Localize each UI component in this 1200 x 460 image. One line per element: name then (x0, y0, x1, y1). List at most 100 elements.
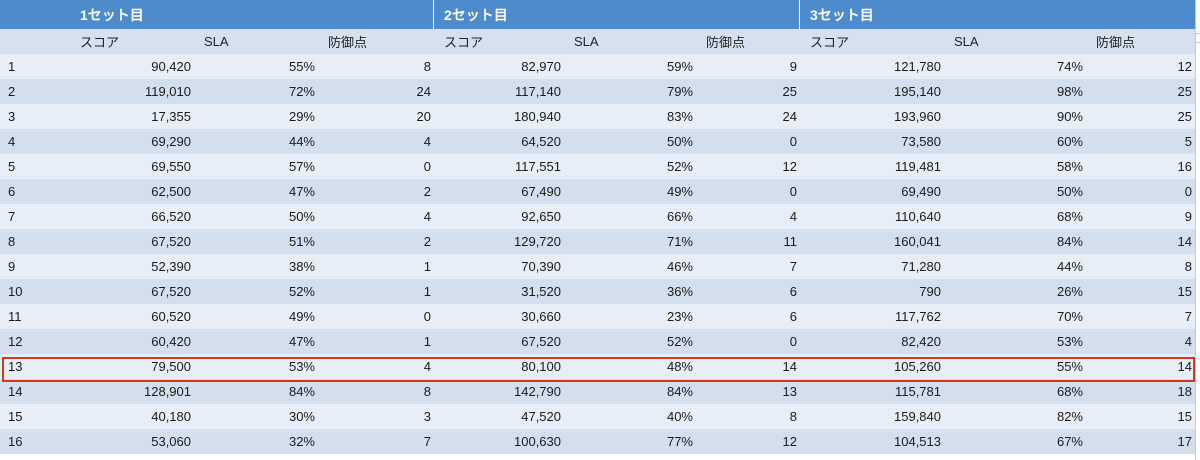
set-1-score-cell: 60,520 (151, 309, 191, 324)
set-3-sla-cell: 84% (1056, 234, 1083, 249)
set-1-defense-cell: 3 (423, 409, 431, 424)
set-3-sla-header: SLA (954, 34, 979, 49)
set-3-score-cell: 121,780 (894, 59, 941, 74)
set-3-sla-cell: 68% (1056, 209, 1083, 224)
row-index: 9 (8, 259, 16, 274)
set-3-defense-cell: 15 (1177, 284, 1192, 299)
set-2-sla-cell: 49% (666, 184, 693, 199)
row-index: 1 (8, 59, 16, 74)
set-1-defense-cell: 24 (416, 84, 431, 99)
set-3-sla-cell: 60% (1056, 134, 1083, 149)
row-index: 4 (8, 134, 16, 149)
set-1-sla-cell: 44% (288, 134, 315, 149)
row-index: 16 (8, 434, 23, 449)
set-3-defense-cell: 14 (1177, 234, 1192, 249)
table-row: 14 128,901 84% 8 142,790 84% 13 115,781 68% 18 (0, 379, 1195, 404)
set-2-defense-cell: 0 (789, 184, 797, 199)
set-2-sla-cell: 36% (666, 284, 693, 299)
set-2-defense-header: 防御点 (706, 35, 746, 50)
set-1-score-cell: 52,390 (151, 259, 191, 274)
table-row: 10 67,520 52% 1 31,520 36% 6 790 26% 15 (0, 279, 1195, 304)
set-2-score-cell: 117,551 (514, 159, 561, 174)
set-2-score-cell: 64,520 (521, 134, 561, 149)
set-2-defense-cell: 13 (782, 384, 797, 399)
set-3-score-cell: 790 (919, 284, 941, 299)
set-1-sla-cell: 47% (288, 184, 315, 199)
set-3-score-cell: 110,640 (894, 209, 941, 224)
set-3-defense-cell: 14 (1177, 359, 1192, 374)
set-2-sla-header: SLA (574, 34, 599, 49)
table-row: 16 53,060 32% 7 100,630 77% 12 104,513 67% 17 (0, 429, 1195, 454)
set-2-defense-cell: 6 (789, 309, 797, 324)
corner-cell (0, 0, 70, 29)
set-2-sla-cell: 71% (666, 234, 693, 249)
set-1-sla-header: SLA (204, 34, 229, 49)
set-3-score-cell: 69,490 (901, 184, 941, 199)
set-1-defense-cell: 1 (423, 334, 431, 349)
set-2-defense-cell: 0 (789, 134, 797, 149)
set-3-defense-cell: 0 (1184, 184, 1192, 199)
set-3-defense-cell: 25 (1177, 84, 1192, 99)
set-2-defense-cell: 4 (789, 209, 797, 224)
set-2-score-cell: 117,140 (514, 84, 561, 99)
set-1-sla-cell: 53% (288, 359, 315, 374)
set-2-defense-cell: 12 (782, 434, 797, 449)
set-1-sla-cell: 30% (288, 409, 315, 424)
set-3-defense-cell: 25 (1177, 109, 1192, 124)
set-3-sla-cell: 98% (1056, 84, 1083, 99)
set-3-score-cell: 195,140 (894, 84, 941, 99)
set-2-sla-cell: 83% (666, 109, 693, 124)
set-1-score-cell: 62,500 (151, 184, 191, 199)
set-3-sla-cell: 82% (1056, 409, 1083, 424)
set-3-score-cell: 115,781 (894, 384, 941, 399)
set-1-defense-header: 防御点 (328, 35, 368, 50)
set-2-score-cell: 67,520 (521, 334, 561, 349)
set-3-sla-cell: 58% (1056, 159, 1083, 174)
table-row: 6 62,500 47% 2 67,490 49% 0 69,490 50% 0 (0, 179, 1195, 204)
set-3-score-header: スコア (810, 35, 850, 50)
set-2-score-cell: 142,790 (514, 384, 561, 399)
set-header-row: 1セット目 2セット目 3セット目 (0, 0, 1195, 29)
set-3-sla-cell: 74% (1056, 59, 1083, 74)
set-1-defense-cell: 8 (423, 384, 431, 399)
set-3-defense-cell: 12 (1177, 59, 1192, 74)
set-1-defense-cell: 0 (423, 309, 431, 324)
set-2-sla-cell: 52% (666, 159, 693, 174)
set-3-sla-cell: 50% (1056, 184, 1083, 199)
set-2-score-cell: 47,520 (521, 409, 561, 424)
set-3-defense-cell: 4 (1184, 334, 1192, 349)
set-3-score-cell: 193,960 (894, 109, 941, 124)
set-1-defense-cell: 2 (423, 184, 431, 199)
set-2-sla-cell: 52% (666, 334, 693, 349)
set-3-score-cell: 71,280 (901, 259, 941, 274)
set-2-sla-cell: 59% (666, 59, 693, 74)
set-1-sla-cell: 84% (288, 384, 315, 399)
set-2-sla-cell: 40% (666, 409, 693, 424)
set-2-score-header: スコア (444, 35, 484, 50)
set-2-score-cell: 180,940 (514, 109, 561, 124)
set-3-defense-cell: 7 (1184, 309, 1192, 324)
set-2-defense-cell: 12 (782, 159, 797, 174)
table-row: 2 119,010 72% 24 117,140 79% 25 195,140 98% 25 (0, 79, 1195, 104)
row-index: 15 (8, 409, 23, 424)
set-3-defense-cell: 8 (1184, 259, 1192, 274)
set-3-header: 3セット目 (810, 6, 874, 23)
set-3-score-cell: 119,481 (894, 159, 941, 174)
set-2-defense-cell: 11 (783, 234, 798, 249)
set-3-sla-cell: 68% (1056, 384, 1083, 399)
set-1-defense-cell: 4 (423, 134, 431, 149)
window-edge (1195, 0, 1196, 460)
set-1-score-cell: 17,355 (151, 109, 191, 124)
table-row: 1 90,420 55% 8 82,970 59% 9 121,780 74% 12 (0, 54, 1195, 79)
set-2-sla-cell: 48% (666, 359, 693, 374)
window-edge-handle (1195, 33, 1200, 43)
set-1-defense-cell: 1 (423, 284, 431, 299)
set-3-sla-cell: 55% (1056, 359, 1083, 374)
set-1-sla-cell: 47% (288, 334, 315, 349)
table-row: 7 66,520 50% 4 92,650 66% 4 110,640 68% 9 (0, 204, 1195, 229)
row-index: 3 (8, 109, 16, 124)
table-row: 5 69,550 57% 0 117,551 52% 12 119,481 58% 16 (0, 154, 1195, 179)
set-3-defense-cell: 5 (1184, 134, 1192, 149)
set-3-sla-cell: 67% (1056, 434, 1083, 449)
